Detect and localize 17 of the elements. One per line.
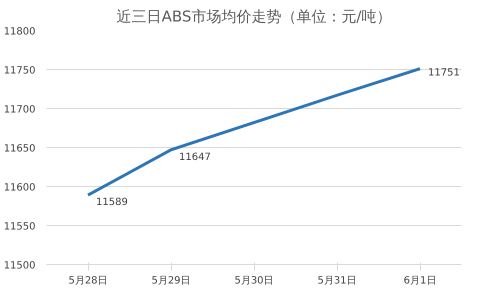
y-tick-label: 11500 — [4, 260, 36, 272]
chart-title: 近三日ABS市场均价走势（单位：元/吨） — [116, 8, 392, 26]
y-tick-label: 11700 — [4, 104, 36, 116]
line-series — [86, 67, 422, 197]
x-tick-label: 6月1日 — [404, 276, 436, 286]
y-tick-label: 11600 — [4, 182, 36, 194]
x-tick-label: 5月30日 — [234, 276, 274, 286]
y-tick-label: 11550 — [4, 222, 36, 232]
data-label: 11751 — [428, 68, 460, 79]
x-tick-label: 5月31日 — [317, 276, 357, 286]
data-label: 11647 — [179, 152, 211, 163]
y-tick-label: 11800 — [4, 26, 36, 38]
data-label: 11589 — [96, 197, 128, 208]
x-tick-label: 5月28日 — [68, 276, 108, 286]
x-tick-label: 5月29日 — [151, 276, 191, 286]
y-tick-label: 11750 — [4, 66, 36, 76]
y-tick-label: 11650 — [4, 144, 36, 154]
